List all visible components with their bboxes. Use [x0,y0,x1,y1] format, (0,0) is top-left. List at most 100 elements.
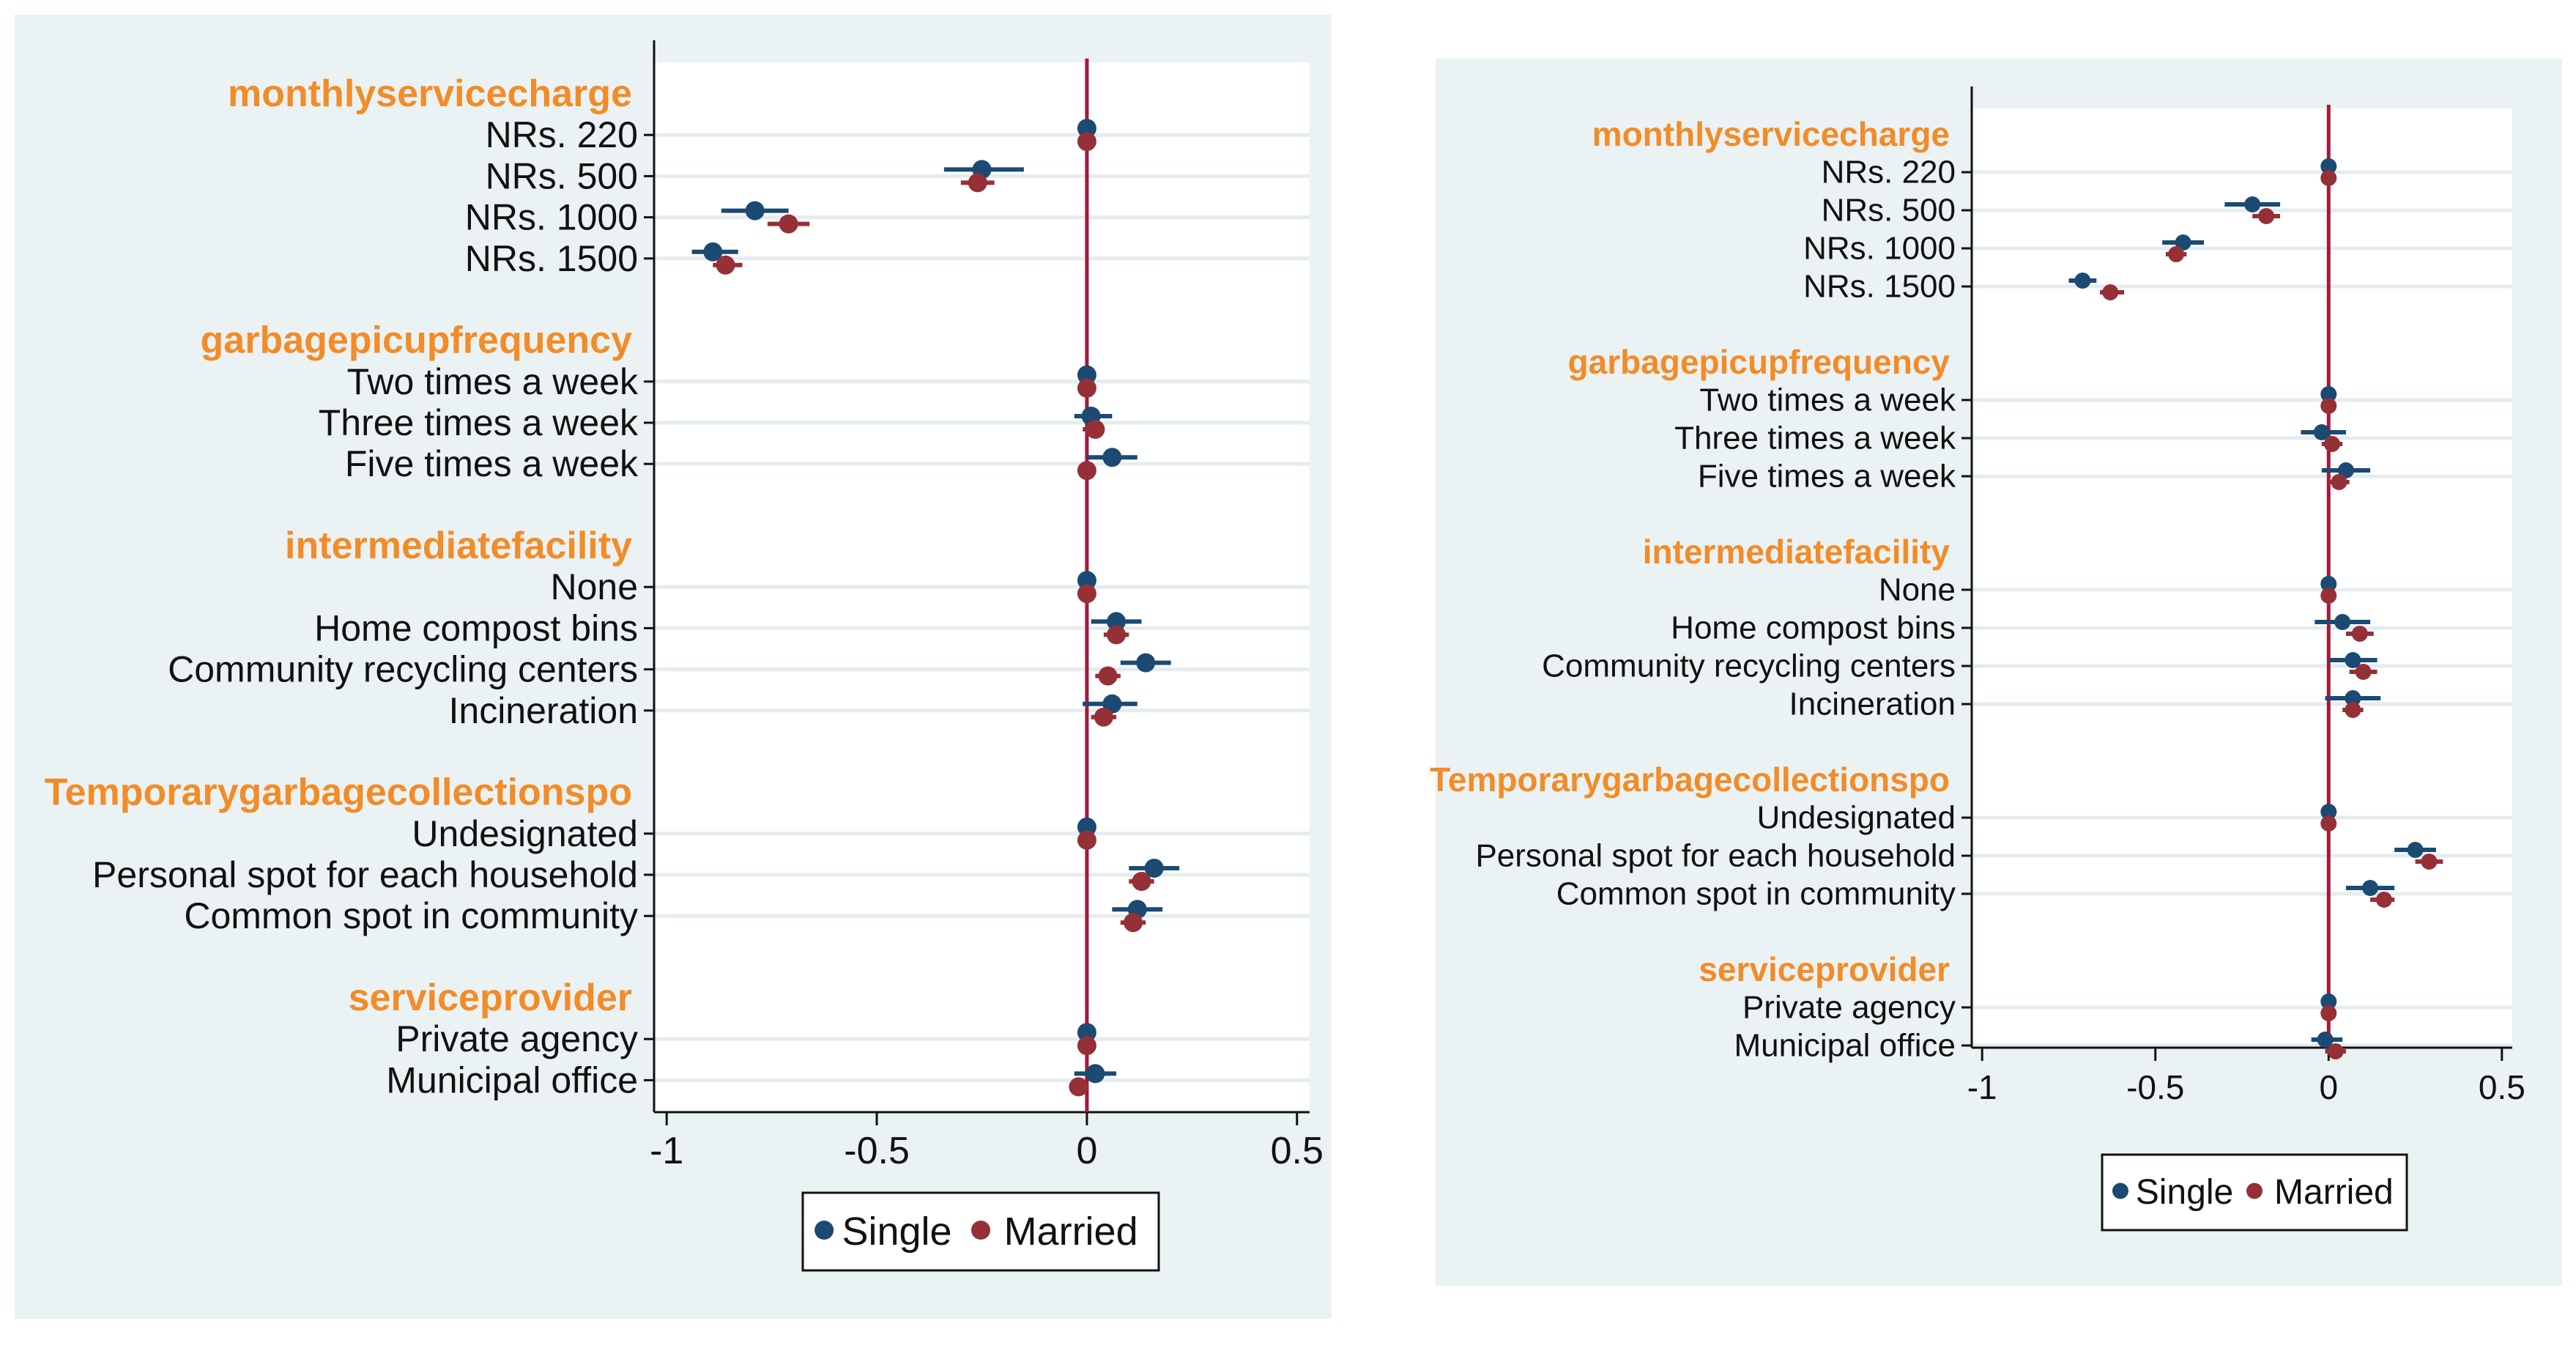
group-header-temporarygarbagecollectionspo: Temporarygarbagecollectionspo [45,771,632,814]
y-tick-label-private-agency: Private agency [396,1018,638,1059]
single-point-nrs-500 [2244,196,2261,212]
married-point-none [2320,588,2337,604]
y-tick-label-five-times-a-week: Five times a week [345,443,639,484]
y-tick-label-municipal-office: Municipal office [1734,1028,1956,1064]
single-point-personal-spot-for-each-household [2407,842,2424,858]
y-tick-label-personal-spot-for-each-household: Personal spot for each household [1475,838,1956,874]
single-point-three-times-a-week [2313,424,2330,440]
married-point-community-recycling-centers [2355,664,2372,680]
y-tick-label-nrs-220: NRs. 220 [1822,155,1956,190]
single-point-private-agency [1077,1023,1096,1043]
x-tick-label: -0.5 [2126,1068,2184,1106]
legend-married-label: Married [1004,1210,1138,1254]
x-tick-label: -1 [650,1130,683,1172]
group-header-serviceprovider: serviceprovider [1699,950,1950,988]
y-tick-label-home-compost-bins: Home compost bins [314,607,638,648]
y-tick-label-none: None [550,566,638,607]
y-tick-label-nrs-1000: NRs. 1000 [1803,231,1956,267]
married-point-two-times-a-week [2320,398,2337,414]
x-tick-label: 0 [2319,1068,2338,1106]
y-tick-label-home-compost-bins: Home compost bins [1671,610,1956,646]
y-tick-label-community-recycling-centers: Community recycling centers [168,649,638,690]
group-header-intermediatefacility: intermediatefacility [285,525,632,567]
married-point-private-agency [2320,1005,2337,1021]
single-point-none [2320,576,2337,592]
married-point-five-times-a-week [1077,461,1096,481]
single-point-home-compost-bins [1107,612,1126,632]
group-header-garbagepicupfrequency: garbagepicupfrequency [201,319,633,362]
x-tick-label: -0.5 [844,1130,910,1172]
group-header-monthlyservicecharge: monthlyservicecharge [1592,115,1950,153]
y-tick-label-undesignated: Undesignated [1756,800,1956,836]
group-header-temporarygarbagecollectionspo: Temporarygarbagecollectionspo [1430,760,1950,799]
married-point-municipal-office [2327,1043,2344,1059]
single-point-municipal-office [1085,1064,1105,1084]
legend-married-marker [2246,1182,2263,1199]
single-point-undesignated [2320,804,2337,820]
y-tick-label-nrs-1500: NRs. 1500 [1803,269,1956,305]
married-point-incineration [2345,702,2361,718]
legend-single-marker [2112,1182,2128,1199]
married-point-nrs-220 [2320,170,2337,186]
y-tick-label-three-times-a-week: Three times a week [319,402,639,443]
group-header-intermediatefacility: intermediatefacility [1643,533,1950,571]
married-point-home-compost-bins [2351,626,2368,642]
x-tick-label: 0.5 [2479,1068,2525,1106]
x-tick-label: -1 [1967,1068,1997,1106]
y-tick-label-nrs-500: NRs. 500 [1822,193,1956,229]
group-header-serviceprovider: serviceprovider [349,977,632,1019]
single-point-nrs-1500 [2074,273,2091,289]
legend-married-marker [971,1221,990,1240]
y-tick-label-none: None [1879,572,1956,608]
y-tick-label-incineration: Incineration [449,690,639,731]
x-tick-label: 0.5 [1271,1130,1324,1172]
single-point-community-recycling-centers [2345,652,2361,668]
y-tick-label-undesignated: Undesignated [412,813,638,854]
legend-married-label: Married [2274,1173,2394,1212]
x-tick-label: 0 [1076,1130,1097,1172]
y-tick-label-nrs-1500: NRs. 1500 [465,238,638,279]
married-point-nrs-1000 [2168,246,2185,262]
single-point-nrs-1000 [2175,234,2191,251]
plot-area [1972,108,2512,1048]
single-point-two-times-a-week [1077,365,1096,385]
y-tick-label-private-agency: Private agency [1742,990,1956,1026]
single-point-five-times-a-week [1102,448,1122,467]
married-point-nrs-220 [1077,132,1096,152]
y-tick-label-five-times-a-week: Five times a week [1698,459,1956,495]
group-header-monthlyservicecharge: monthlyservicecharge [228,73,632,115]
y-tick-label-nrs-1000: NRs. 1000 [465,197,638,238]
y-tick-label-personal-spot-for-each-household: Personal spot for each household [92,854,638,895]
single-point-incineration [2345,690,2361,706]
married-point-incineration [1094,707,1113,727]
married-point-undesignated [2320,815,2337,832]
married-point-nrs-500 [2258,208,2275,224]
married-point-common-spot-in-community [2375,892,2392,908]
y-tick-label-common-spot-in-community: Common spot in community [184,895,638,936]
y-tick-label-two-times-a-week: Two times a week [1699,382,1956,418]
single-point-common-spot-in-community [2362,880,2379,896]
single-point-five-times-a-week [2337,462,2354,478]
single-point-none [1077,571,1096,591]
single-point-municipal-office [2317,1032,2334,1048]
married-point-municipal-office [1069,1077,1088,1097]
married-point-common-spot-in-community [1124,913,1143,933]
single-point-nrs-1500 [703,242,723,262]
legend: Single Married [801,1191,1160,1272]
group-header-garbagepicupfrequency: garbagepicupfrequency [1568,343,1950,381]
married-point-community-recycling-centers [1098,666,1118,686]
married-point-nrs-1500 [2102,284,2119,300]
married-point-undesignated [1077,830,1096,850]
married-point-nrs-500 [968,173,987,193]
y-tick-label-common-spot-in-community: Common spot in community [1556,876,1956,912]
married-point-nrs-1500 [716,255,735,275]
married-point-two-times-a-week [1077,378,1096,398]
single-point-undesignated [1077,817,1096,837]
married-point-home-compost-bins [1107,625,1126,645]
legend-single-label: Single [842,1210,951,1254]
single-point-nrs-1000 [745,201,765,221]
y-tick-label-three-times-a-week: Three times a week [1674,421,1956,456]
